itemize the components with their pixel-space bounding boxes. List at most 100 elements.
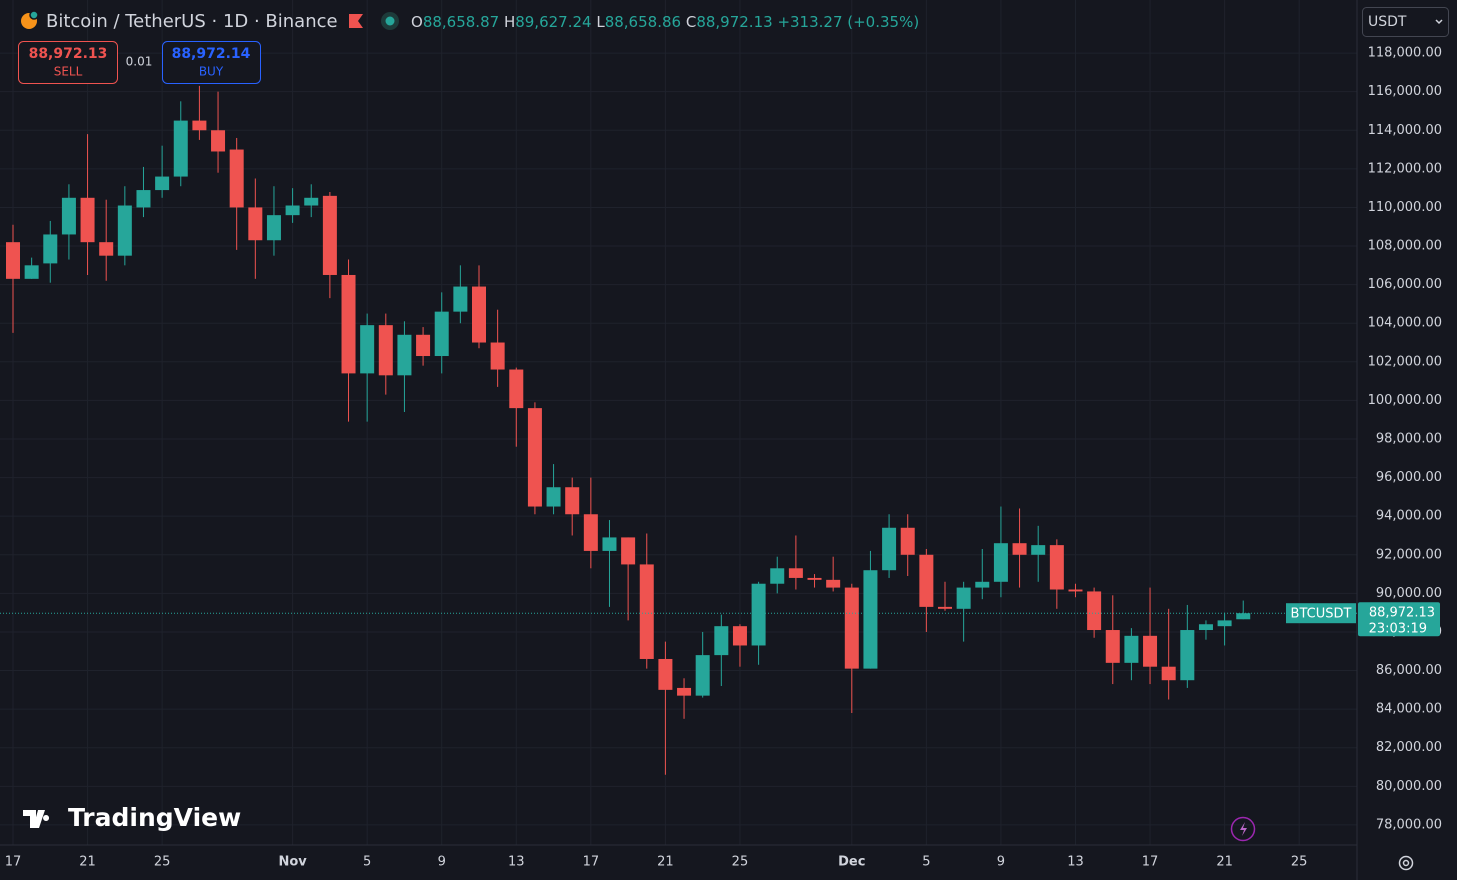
y-tick-label: 108,000.00 <box>1368 239 1442 254</box>
market-status-dot <box>385 16 395 26</box>
logo-mark <box>23 810 50 828</box>
alert-icon[interactable] <box>1230 816 1256 842</box>
ohlc-key: L <box>596 13 605 31</box>
ohlc-key: O <box>411 13 423 31</box>
candle-body <box>1217 620 1232 627</box>
candle-body <box>1031 545 1046 555</box>
candle-body <box>863 570 878 669</box>
y-tick-label: 114,000.00 <box>1368 123 1442 138</box>
x-tick-label: 5 <box>363 855 371 870</box>
candle-body <box>1012 543 1027 555</box>
x-tick-label: 21 <box>657 855 674 870</box>
price-tag-label: 88,972.13 <box>1369 606 1435 621</box>
x-tick-label: 21 <box>79 855 96 870</box>
candle-body <box>788 568 803 578</box>
settings-icon[interactable] <box>1398 855 1414 871</box>
ohlc-key: C <box>686 13 696 31</box>
x-tick-label: 9 <box>438 855 446 870</box>
dropdown-arrow[interactable] <box>1435 19 1443 25</box>
candle-body <box>639 564 654 659</box>
candles <box>6 85 1251 775</box>
x-tick-label: 9 <box>997 855 1005 870</box>
candle-body <box>416 334 431 357</box>
order-quantity[interactable]: 0.01 <box>126 55 153 69</box>
candle-body <box>43 234 58 264</box>
chart-title: Bitcoin / TetherUS · 1D · Binance <box>46 11 338 32</box>
buy-button[interactable]: 88,972.14 BUY <box>162 41 261 84</box>
candle-body <box>229 149 244 208</box>
alert-bolt[interactable] <box>1240 822 1247 836</box>
candle-body <box>1180 630 1195 681</box>
candle-body <box>732 626 747 646</box>
y-tick-label: 82,000.00 <box>1376 740 1442 755</box>
candle-body <box>527 408 542 507</box>
candle-body <box>360 325 375 374</box>
x-tick-label: 17 <box>1142 855 1159 870</box>
x-tick-label: 25 <box>732 855 749 870</box>
y-tick-label: 94,000.00 <box>1376 509 1442 524</box>
candle-body <box>602 537 617 551</box>
y-tick-label: 96,000.00 <box>1376 470 1442 485</box>
x-tick-label: 17 <box>5 855 22 870</box>
candle-body <box>1198 624 1213 631</box>
candle-body <box>490 342 505 370</box>
x-tick-label: 17 <box>583 855 600 870</box>
candle-body <box>975 581 990 588</box>
buy-label[interactable]: BUY <box>199 65 224 79</box>
y-tick-label: 110,000.00 <box>1368 200 1442 215</box>
candle-body <box>192 120 207 131</box>
candle-body <box>993 543 1008 582</box>
candle-body <box>61 197 76 235</box>
currency-select[interactable]: USDT <box>1362 7 1449 37</box>
candle-body <box>807 577 822 580</box>
ohlc-value: 88,972.13 <box>696 13 772 31</box>
x-tick-label: 13 <box>508 855 525 870</box>
candle-body <box>770 568 785 584</box>
sell-label[interactable]: SELL <box>54 65 83 79</box>
candle-body <box>900 527 915 555</box>
candle-body <box>322 195 337 275</box>
buy-button-box[interactable] <box>162 41 261 84</box>
x-tick-label: Dec <box>838 855 865 870</box>
candle-body <box>1143 635 1158 667</box>
candle-body <box>1161 666 1176 681</box>
symbol-tag-label: BTCUSDT <box>1291 607 1352 622</box>
y-tick-label: 112,000.00 <box>1368 161 1442 176</box>
ohlc-legend: O88,658.87 H89,627.24 L88,658.86 C88,972… <box>411 13 919 31</box>
currency-label[interactable]: USDT <box>1368 14 1407 30</box>
candle-body <box>248 207 263 241</box>
y-tick-label: 98,000.00 <box>1376 431 1442 446</box>
ohlc-value: 89,627.24 <box>515 13 591 31</box>
y-tick-label: 84,000.00 <box>1376 702 1442 717</box>
ohlc-value: 88,658.86 <box>605 13 681 31</box>
x-tick-label: 13 <box>1067 855 1084 870</box>
buy-price[interactable]: 88,972.14 <box>172 46 251 62</box>
y-tick-label: 78,000.00 <box>1376 817 1442 832</box>
countdown-label: 23:03:19 <box>1369 622 1427 637</box>
candle-body <box>751 583 766 646</box>
sell-button[interactable]: 88,972.13 SELL <box>18 41 118 84</box>
candle-body <box>155 176 170 191</box>
logo-text: TradingView <box>68 803 241 832</box>
ohlc-change: +313.27 (+0.35%) <box>777 13 919 31</box>
candle-body <box>1236 613 1251 620</box>
candle-body <box>844 587 859 669</box>
currency-box[interactable] <box>1362 7 1449 37</box>
candle-body <box>938 606 952 609</box>
x-tick-label: 5 <box>922 855 930 870</box>
y-tick-label: 102,000.00 <box>1368 354 1442 369</box>
candle-body <box>956 587 971 609</box>
settings-icon-center[interactable] <box>1402 859 1410 867</box>
candle-body <box>397 334 412 376</box>
sell-button-box[interactable] <box>18 41 118 84</box>
y-tick-label: 118,000.00 <box>1368 46 1442 61</box>
y-tick-label: 90,000.00 <box>1376 586 1442 601</box>
y-tick-label: 104,000.00 <box>1368 316 1442 331</box>
status-dot <box>29 10 39 20</box>
sell-price[interactable]: 88,972.13 <box>29 46 108 62</box>
candle-body <box>919 554 934 607</box>
candle-body <box>546 487 561 507</box>
